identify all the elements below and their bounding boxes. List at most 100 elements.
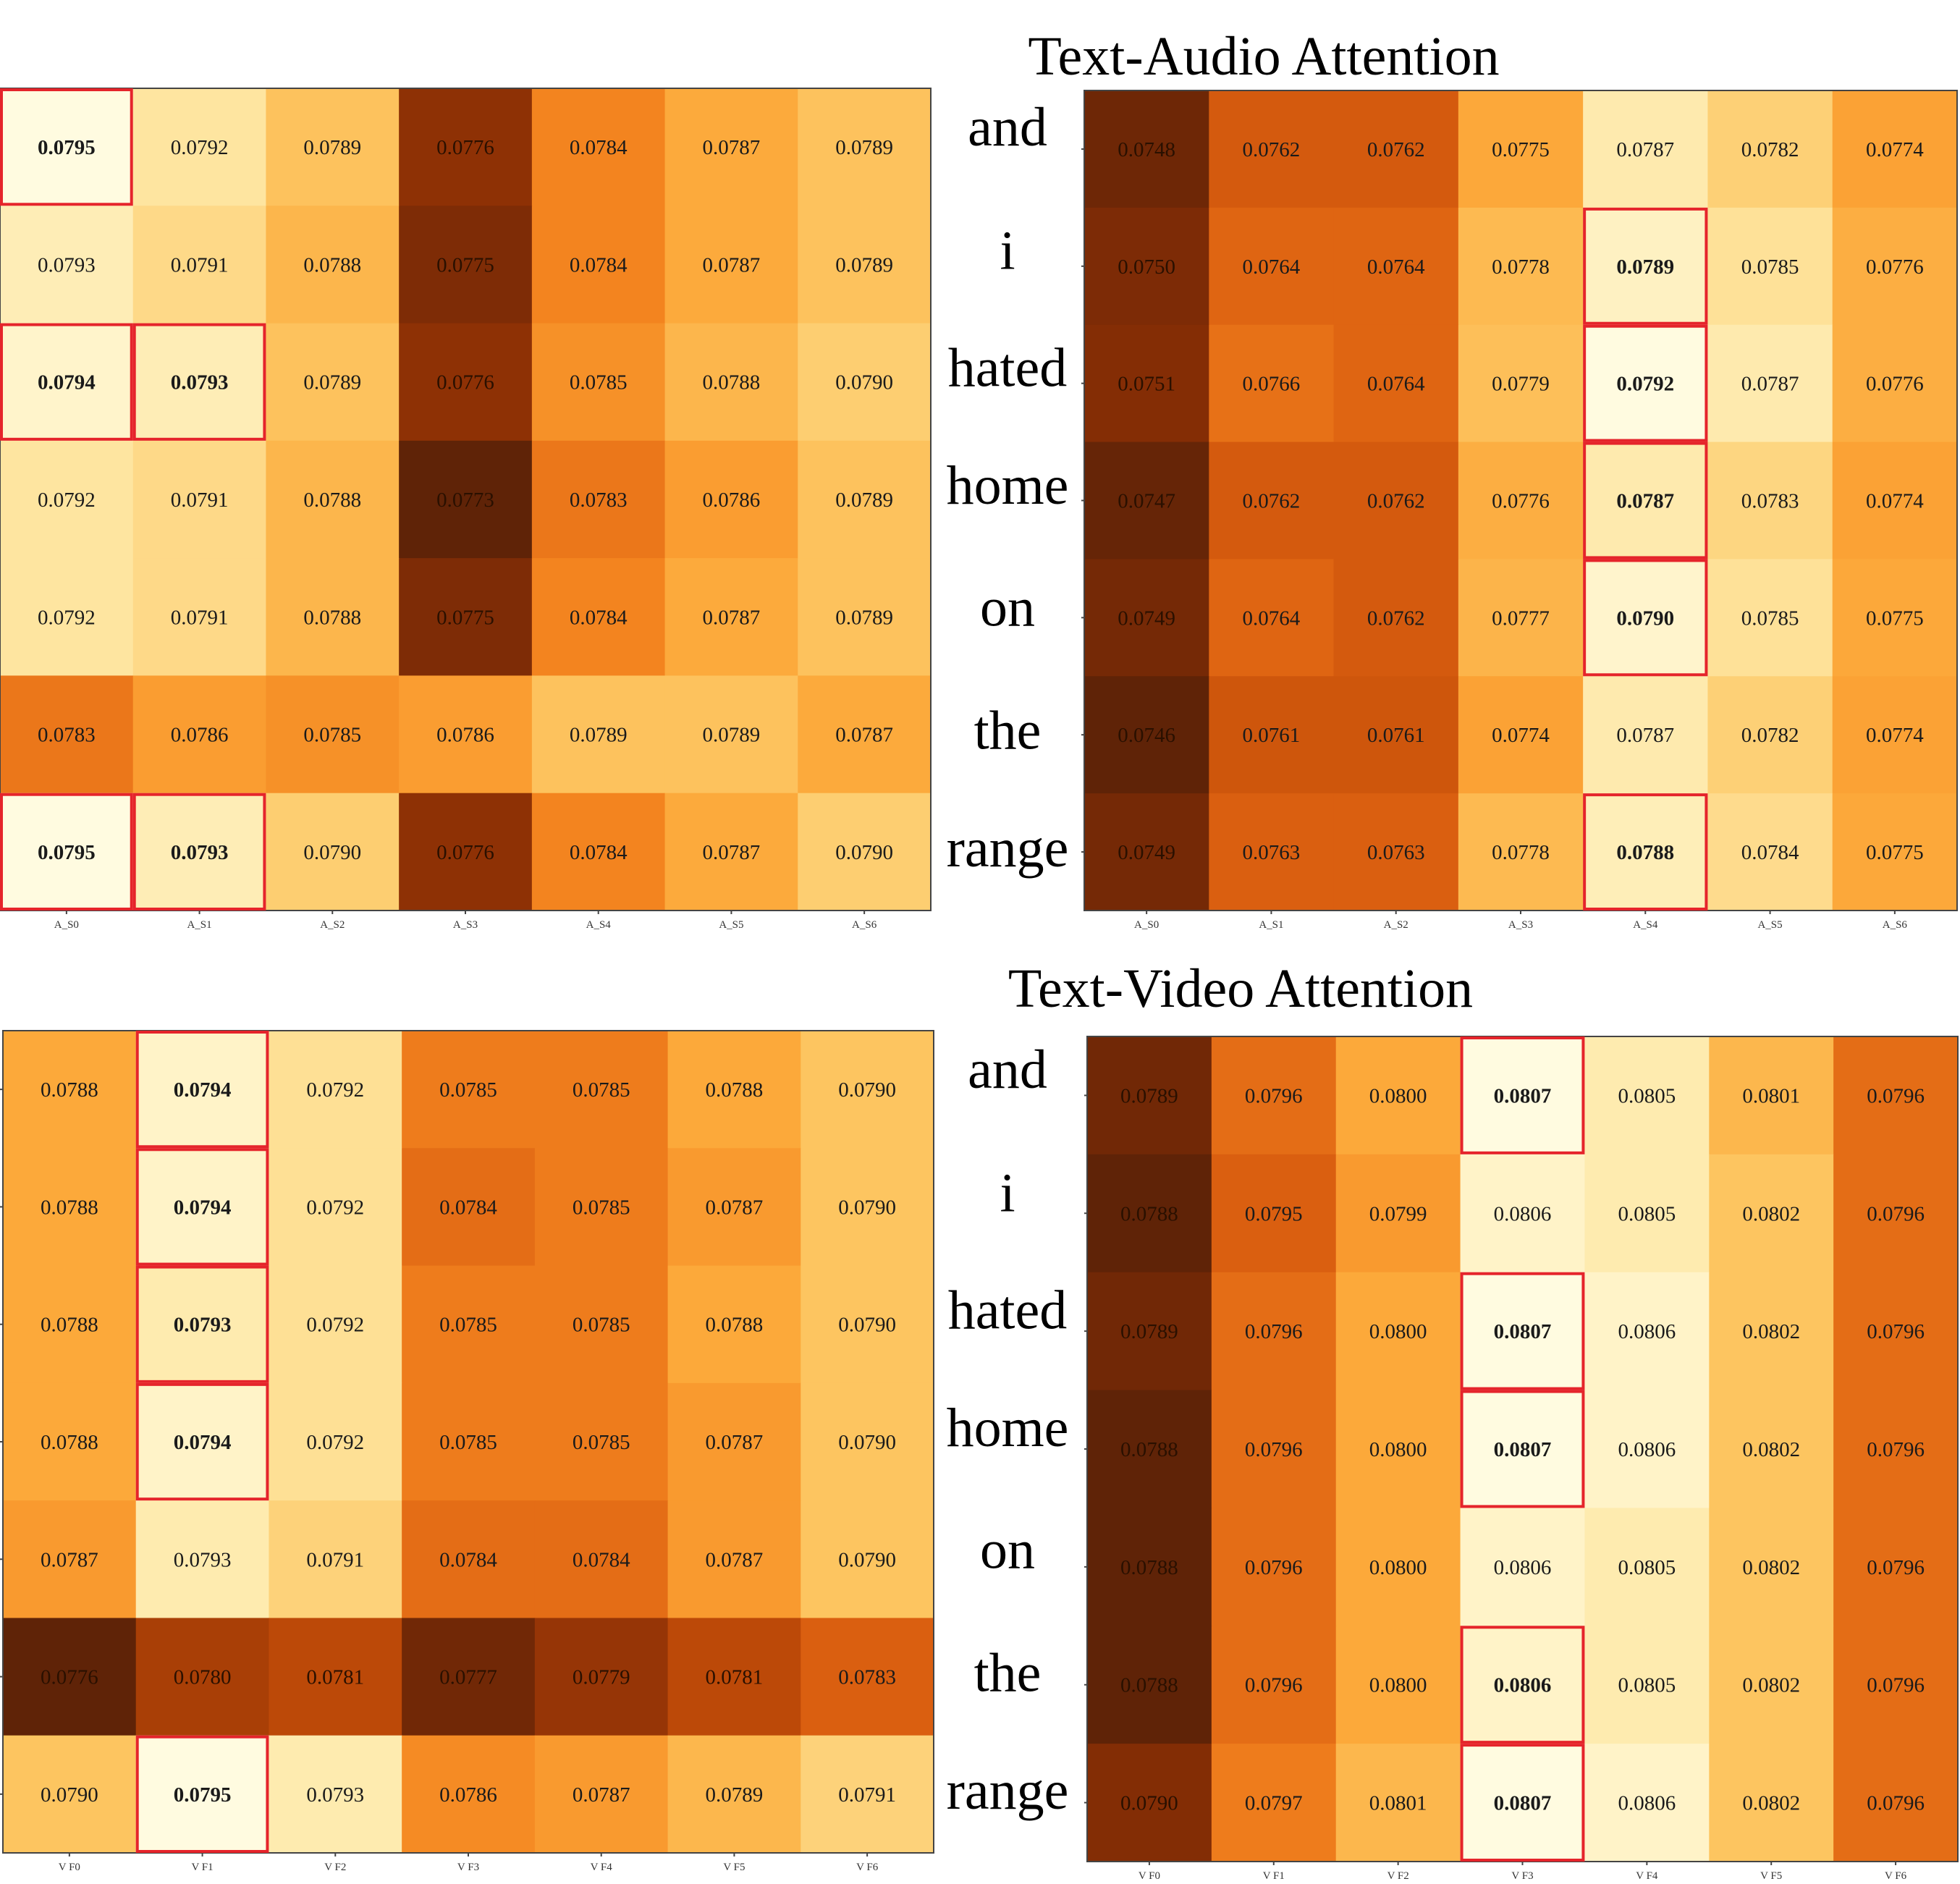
heatmap-cell (1458, 793, 1584, 911)
heatmap-cell (1584, 1272, 1710, 1391)
heatmap-cell (1211, 1036, 1337, 1155)
heatmap-cell (3, 1148, 137, 1267)
heatmap-cell (664, 675, 798, 794)
heatmap-cell (1709, 1272, 1834, 1391)
heatmap-cell (1211, 1508, 1337, 1626)
cell-value-label: 0.0784 (439, 1548, 497, 1571)
cell-value-label: 0.0789 (835, 253, 893, 276)
highlight-box (135, 1265, 269, 1383)
cell-value-label: 0.0785 (573, 1078, 630, 1102)
cell-value-label: 0.0790 (41, 1783, 98, 1807)
cell-value-label: 0.0792 (306, 1196, 364, 1219)
heatmap-cell (664, 440, 798, 559)
cell-value-label: 0.0775 (436, 606, 494, 629)
heatmap-video-left: 0.0788 0.0794 0.0792 0.0785 0.0785 0.0788 0.07… (0, 1030, 934, 1873)
cell-value-label: 0.0789 (1120, 1084, 1178, 1107)
heatmap-cell (1707, 793, 1833, 911)
cell-value-label: 0.0764 (1243, 255, 1301, 279)
highlight-box (1460, 1626, 1585, 1744)
heatmap-cell (1832, 324, 1958, 443)
heatmap-cell (1584, 1508, 1710, 1626)
x-tick-label: A_S4 (586, 919, 612, 931)
cell-value-label: 0.0794 (38, 371, 96, 394)
heatmap-cell (1209, 559, 1335, 677)
heatmap-cell (1832, 207, 1958, 326)
cell-value-label: 0.0778 (1492, 841, 1550, 864)
cell-value-label: 0.0795 (38, 136, 96, 159)
cell-value-label: 0.0788 (41, 1314, 98, 1337)
heatmap-cell (1084, 676, 1209, 794)
heatmap-cell (1458, 207, 1584, 326)
cell-value-label: 0.0787 (1616, 490, 1674, 513)
x-tick-label: A_S3 (453, 919, 478, 931)
heatmap-cell (1583, 207, 1709, 326)
highlight-box (1460, 1744, 1585, 1862)
heatmap-cell (531, 323, 666, 442)
cell-value-label: 0.0774 (1492, 724, 1550, 747)
cell-value-label: 0.0776 (436, 371, 494, 394)
heatmap-audio-right: 0.0748 0.0762 0.0762 0.0775 0.0787 0.0782 0.07… (1081, 90, 1958, 931)
heatmap-cell (399, 88, 533, 206)
x-tick-label: A_S6 (1883, 919, 1908, 931)
cell-value-label: 0.0789 (1616, 255, 1674, 279)
heatmap-cell (0, 323, 134, 442)
cell-value-label: 0.0785 (573, 1314, 630, 1337)
cell-value-label: 0.0784 (573, 1548, 630, 1571)
highlight-box (0, 88, 133, 206)
cell-value-label: 0.0780 (174, 1666, 232, 1689)
cell-value-label: 0.0788 (703, 371, 761, 394)
heatmap-cell (801, 1265, 934, 1384)
cell-value-label: 0.0787 (1741, 373, 1799, 396)
cell-value-label: 0.0783 (838, 1666, 896, 1689)
cell-value-label: 0.0787 (41, 1548, 98, 1571)
cell-value-label: 0.0783 (570, 489, 628, 512)
word-label: i (1000, 220, 1015, 281)
cell-value-label: 0.0800 (1369, 1320, 1427, 1343)
cell-value-label: 0.0790 (303, 841, 361, 864)
heatmap-cell (1832, 793, 1958, 911)
heatmap-cell (1333, 676, 1459, 794)
cell-value-label: 0.0774 (1866, 490, 1924, 513)
cell-value-label: 0.0792 (306, 1078, 364, 1102)
cell-value-label: 0.0747 (1118, 490, 1175, 513)
heatmap-cell (3, 1500, 137, 1619)
cell-value-label: 0.0761 (1367, 724, 1425, 747)
cell-value-label: 0.0796 (1867, 1792, 1925, 1815)
cell-value-label: 0.0776 (436, 841, 494, 864)
heatmap-cell (1211, 1390, 1337, 1509)
heatmap-cell (269, 1265, 402, 1384)
cell-value-label: 0.0783 (38, 724, 96, 747)
cell-value-label: 0.0790 (838, 1314, 896, 1337)
cell-value-label: 0.0793 (171, 841, 229, 864)
heatmap-cell (667, 1500, 801, 1619)
heatmap-cell (1583, 793, 1709, 911)
heatmap-cell (1460, 1508, 1586, 1626)
heatmap-cell (402, 1148, 536, 1267)
heatmap-cell (1335, 1154, 1461, 1273)
cell-value-label: 0.0790 (1616, 607, 1674, 630)
title-text-audio-attention: Text-Audio Attention (1028, 26, 1500, 87)
highlight-box (132, 793, 266, 911)
highlight-box (135, 1735, 269, 1854)
cell-value-label: 0.0802 (1742, 1202, 1800, 1225)
cell-value-label: 0.0793 (171, 371, 229, 394)
heatmap-cell (1458, 559, 1584, 677)
cell-value-label: 0.0783 (1741, 490, 1799, 513)
heatmap-cell (266, 88, 400, 206)
heatmap-cell (798, 558, 932, 677)
cell-value-label: 0.0775 (1492, 138, 1550, 161)
heatmap-cell (0, 558, 134, 677)
heatmap-cell (1087, 1036, 1212, 1155)
heatmap-cell (399, 793, 533, 911)
cell-value-label: 0.0789 (703, 724, 761, 747)
heatmap-cell (132, 558, 267, 677)
heatmap-cell (801, 1500, 934, 1619)
heatmap-cell (798, 88, 932, 206)
heatmap-cell (135, 1500, 270, 1619)
heatmap-cell (132, 440, 267, 559)
cell-value-label: 0.0786 (703, 489, 761, 512)
heatmap-cell (1833, 1036, 1959, 1155)
heatmap-cell (531, 88, 666, 206)
heatmap-cell (1832, 442, 1958, 560)
heatmap-cell (534, 1148, 669, 1267)
